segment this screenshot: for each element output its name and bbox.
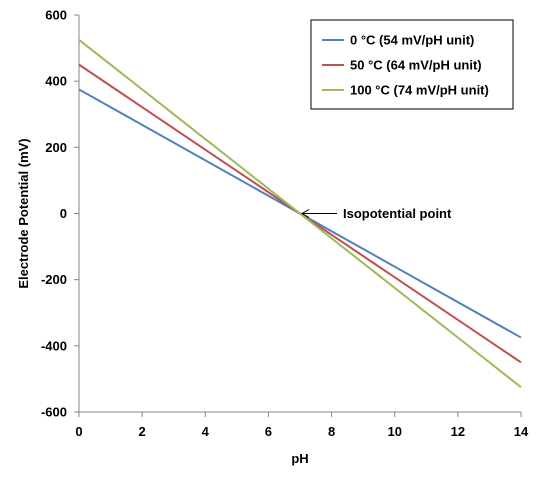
x-axis-title: pH: [291, 451, 308, 466]
y-tick-label: 200: [45, 140, 67, 155]
y-tick-label: 400: [45, 74, 67, 89]
annotation-arrow-head: [300, 209, 310, 218]
x-tick-label: 12: [451, 424, 465, 439]
y-tick-label: -200: [41, 272, 67, 287]
x-tick-label: 2: [139, 424, 146, 439]
x-tick-label: 8: [328, 424, 335, 439]
y-tick-label: 600: [45, 8, 67, 23]
x-tick-label: 0: [75, 424, 82, 439]
series-line-2: [78, 39, 522, 388]
x-tick-label: 10: [387, 424, 401, 439]
y-tick-label: 0: [60, 206, 67, 221]
y-tick-label: -600: [41, 405, 67, 420]
legend-entry-1: 50 °C (64 mV/pH unit): [350, 58, 482, 73]
y-tick-label: -400: [41, 338, 67, 353]
legend-entry-2: 100 °C (74 mV/pH unit): [350, 83, 489, 98]
annotation-label: Isopotential point: [343, 206, 452, 221]
x-tick-label: 6: [265, 424, 272, 439]
x-tick-label: 14: [514, 424, 529, 439]
y-axis-title: Electrode Potential (mV): [16, 138, 31, 288]
legend-box: [310, 19, 514, 110]
legend-entry-0: 0 °C (54 mV/pH unit): [350, 33, 474, 48]
x-tick-label: 4: [202, 424, 210, 439]
